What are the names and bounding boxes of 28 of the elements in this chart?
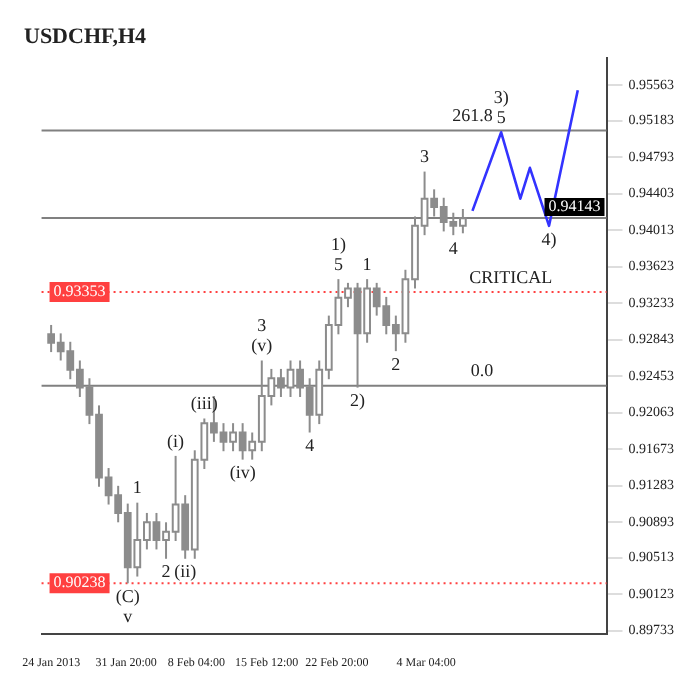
annotation: 3 [420,146,431,167]
annotation: 3) [493,87,509,108]
annotation: 3 [257,315,268,336]
ref-line-label: 0.90238 [53,573,106,592]
annotation: 1 [132,477,142,498]
annotation: 261.8 [452,105,494,126]
annotation: 1 [362,253,372,274]
annotation: (C) [115,586,140,606]
annotation: v [123,606,134,626]
annotation: (iv) [229,462,256,483]
annotation: 1) [330,233,346,254]
annotation: (v) [251,335,273,356]
annotation: 4) [541,228,557,249]
annotation: CRITICAL [469,266,553,287]
annotation: 4 [448,237,459,258]
annotation: 4 [305,435,316,456]
annotation: (ii) [174,561,197,582]
annotation: 2) [350,390,366,411]
chart-title: USDCHF,H4 [24,24,148,49]
annotation: 0.0 [470,360,495,381]
annotation: 2 [391,353,401,374]
annotation: (iii) [190,393,218,414]
ref-line-label: 0.93353 [53,282,106,301]
annotation: 5 [496,107,507,128]
ref-line-label: 0.94143 [548,197,601,216]
annotation: 2 [161,561,171,582]
annotation: 5 [333,253,344,274]
annotation: (i) [167,430,185,451]
